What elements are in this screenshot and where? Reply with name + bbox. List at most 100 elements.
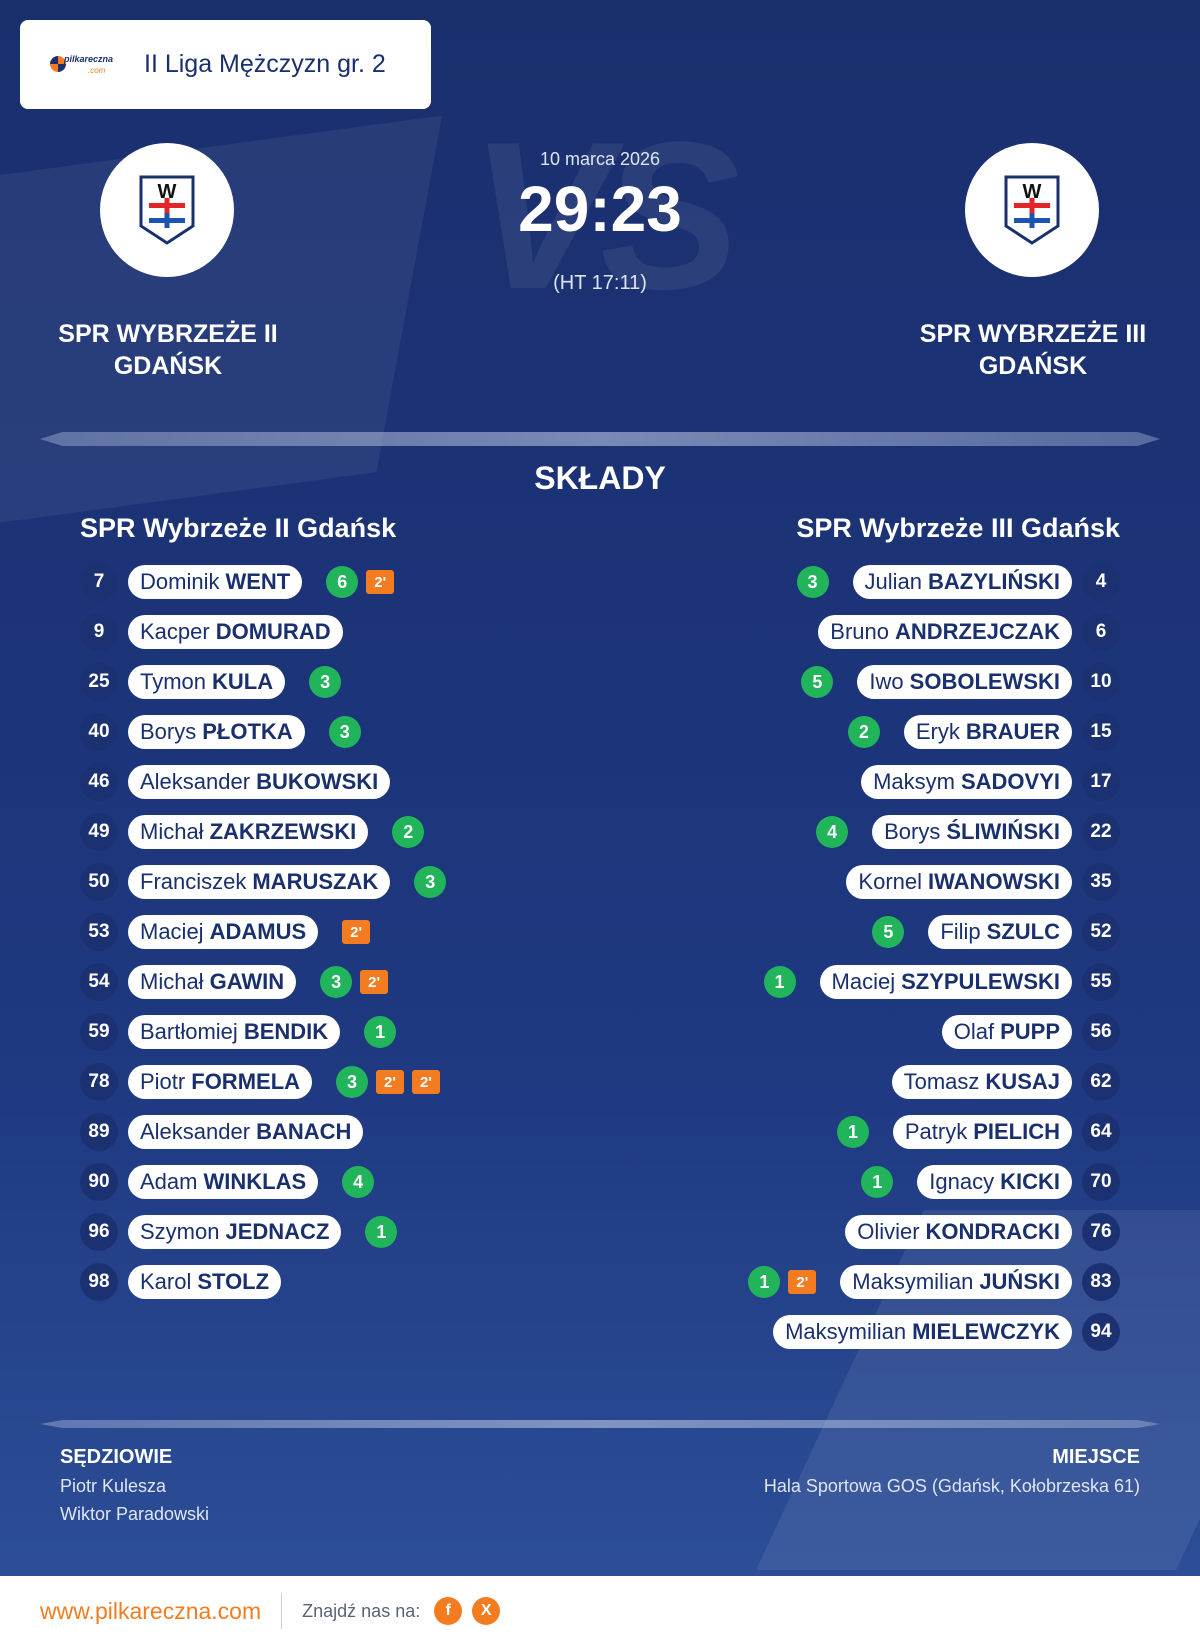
player-name[interactable]: Kornel IWANOWSKI — [846, 865, 1072, 899]
suspension-badge: 2' — [411, 1070, 440, 1094]
player-number: 76 — [1082, 1213, 1120, 1251]
player-row: 89 Aleksander BANACH — [80, 1107, 446, 1157]
player-row: 1 Maciej SZYPULEWSKI 55 — [748, 957, 1120, 1007]
league-name: II Liga Mężczyzn gr. 2 — [144, 50, 386, 78]
player-name[interactable]: Julian BAZYLIŃSKI — [852, 565, 1072, 599]
pilkareczna-logo[interactable]: pilkareczna .com — [50, 50, 122, 80]
goals-badge: 1 — [861, 1166, 894, 1198]
player-name[interactable]: Borys PŁOTKA — [128, 715, 305, 749]
footer-bar: www.pilkareczna.com Znajdź nas na: f X — [0, 1576, 1200, 1646]
goals-badge: 3 — [309, 666, 342, 698]
player-name[interactable]: Karol STOLZ — [128, 1265, 282, 1299]
player-row: Tomasz KUSAJ 62 — [748, 1057, 1120, 1107]
player-name[interactable]: Tymon KULA — [128, 665, 286, 699]
player-name[interactable]: Maksym SADOVYI — [861, 765, 1072, 799]
player-name[interactable]: Bartłomiej BENDIK — [128, 1015, 341, 1049]
vs-watermark: VS — [470, 98, 740, 333]
player-number: 64 — [1082, 1113, 1120, 1151]
player-first-name: Szymon — [140, 1219, 220, 1244]
player-surname: BENDIK — [243, 1019, 329, 1044]
player-first-name: Bartłomiej — [140, 1019, 238, 1044]
player-surname: IWANOWSKI — [928, 869, 1060, 894]
player-first-name: Olaf — [953, 1019, 995, 1044]
goals-badge: 6 — [326, 566, 359, 598]
player-name[interactable]: Bruno ANDRZEJCZAK — [818, 615, 1072, 649]
player-first-name: Kornel — [858, 869, 922, 894]
player-number: 40 — [80, 713, 118, 751]
referee-name: Piotr Kulesza — [60, 1476, 167, 1496]
player-surname: MIELEWCZYK — [912, 1319, 1060, 1344]
player-name[interactable]: Michał ZAKRZEWSKI — [128, 815, 369, 849]
player-name[interactable]: Maksymilian JUŃSKI — [840, 1265, 1072, 1299]
player-number: 49 — [80, 813, 118, 851]
player-first-name: Adam — [140, 1169, 198, 1194]
player-first-name: Piotr — [140, 1069, 186, 1094]
player-name[interactable]: Tomasz KUSAJ — [891, 1065, 1072, 1099]
player-first-name: Maksym — [873, 769, 955, 794]
player-first-name: Kacper — [140, 619, 210, 644]
player-row: 1 Patryk PIELICH 64 — [748, 1107, 1120, 1157]
player-name[interactable]: Piotr FORMELA — [128, 1065, 313, 1099]
player-name[interactable]: Borys ŚLIWIŃSKI — [872, 815, 1072, 849]
player-name[interactable]: Franciszek MARUSZAK — [128, 865, 391, 899]
goals-badge: 1 — [364, 1016, 397, 1048]
player-name[interactable]: Filip SZULC — [928, 915, 1072, 949]
goals-badge: 5 — [801, 666, 834, 698]
player-name[interactable]: Olivier KONDRACKI — [845, 1215, 1072, 1249]
player-name[interactable]: Eryk BRAUER — [903, 715, 1072, 749]
player-name[interactable]: Maksymilian MIELEWCZYK — [773, 1315, 1072, 1349]
section-divider — [40, 432, 1160, 446]
player-name[interactable]: Dominik WENT — [128, 565, 303, 599]
player-surname: SOBOLEWSKI — [909, 669, 1060, 694]
x-icon[interactable]: X — [472, 1597, 501, 1625]
website-link[interactable]: www.pilkareczna.com — [40, 1597, 262, 1624]
goals-badge: 1 — [748, 1266, 781, 1298]
player-name[interactable]: Maciej ADAMUS — [128, 915, 319, 949]
player-name[interactable]: Olaf PUPP — [941, 1015, 1072, 1049]
player-name[interactable]: Iwo SOBOLEWSKI — [857, 665, 1072, 699]
player-row: 7 Dominik WENT 6 2' — [80, 557, 446, 607]
player-row: Maksym SADOVYI 17 — [748, 757, 1120, 807]
player-name[interactable]: Maciej SZYPULEWSKI — [819, 965, 1072, 999]
facebook-icon[interactable]: f — [434, 1597, 463, 1625]
goals-badge: 3 — [796, 566, 829, 598]
player-name[interactable]: Aleksander BUKOWSKI — [128, 765, 391, 799]
player-name[interactable]: Kacper DOMURAD — [128, 615, 343, 649]
section-divider — [40, 1420, 1160, 1428]
player-number: 9 — [80, 613, 118, 651]
player-row: 25 Tymon KULA 3 — [80, 657, 446, 707]
player-name[interactable]: Patryk PIELICH — [892, 1115, 1072, 1149]
player-row: 53 Maciej ADAMUS 2' — [80, 907, 446, 957]
player-name[interactable]: Michał GAWIN — [128, 965, 297, 999]
player-number: 55 — [1082, 963, 1120, 1001]
player-row: Maksymilian MIELEWCZYK 94 — [748, 1307, 1120, 1357]
player-name[interactable]: Szymon JEDNACZ — [128, 1215, 342, 1249]
player-name[interactable]: Aleksander BANACH — [128, 1115, 364, 1149]
player-surname: SZULC — [986, 919, 1060, 944]
player-surname: SZYPULEWSKI — [901, 969, 1060, 994]
player-number: 70 — [1082, 1163, 1120, 1201]
player-row: Kornel IWANOWSKI 35 — [748, 857, 1120, 907]
svg-text:W: W — [1023, 181, 1042, 203]
player-surname: PIELICH — [973, 1119, 1060, 1144]
player-first-name: Maciej — [831, 969, 896, 994]
player-surname: BANACH — [256, 1119, 352, 1144]
player-row: 50 Franciszek MARUSZAK 3 — [80, 857, 447, 907]
player-row: Bruno ANDRZEJCZAK 6 — [748, 607, 1120, 657]
lineups-title: SKŁADY — [534, 460, 666, 496]
player-row: 90 Adam WINKLAS 4 — [80, 1157, 446, 1207]
player-number: 56 — [1082, 1013, 1120, 1051]
player-number: 83 — [1082, 1263, 1120, 1301]
player-number: 25 — [80, 663, 118, 701]
player-surname: GAWIN — [209, 969, 285, 994]
player-surname: KONDRACKI — [925, 1219, 1060, 1244]
player-name[interactable]: Adam WINKLAS — [128, 1165, 319, 1199]
footer-separator — [281, 1593, 283, 1629]
player-number: 90 — [80, 1163, 118, 1201]
player-name[interactable]: Ignacy KICKI — [917, 1165, 1072, 1199]
player-first-name: Iwo — [869, 669, 904, 694]
away-team-name-line: SPR WYBRZEŻE III — [919, 320, 1147, 348]
player-number: 94 — [1082, 1313, 1120, 1351]
player-surname: PUPP — [1000, 1019, 1060, 1044]
home-lineup-list: 7 Dominik WENT 6 2' 9 Kacper DOMURAD 25 Tymon KULA… — [80, 557, 447, 1307]
